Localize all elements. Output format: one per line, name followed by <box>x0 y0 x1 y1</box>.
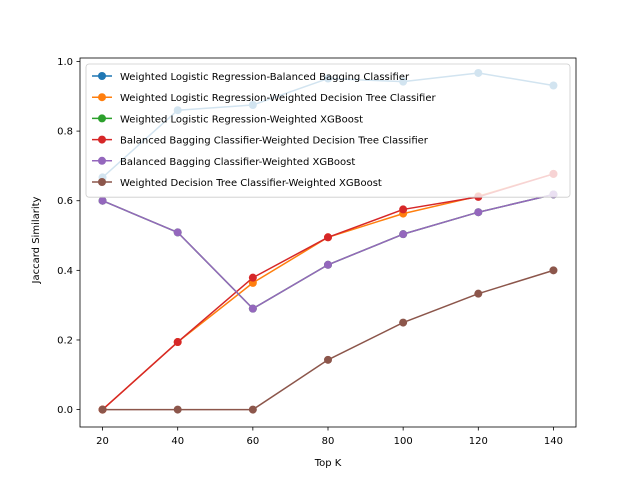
legend-marker <box>98 72 106 80</box>
data-point <box>474 208 483 217</box>
y-tick-label: 1.0 <box>57 57 73 68</box>
data-point <box>549 266 558 275</box>
legend-entry: Balanced Bagging Classifier-Weighted XGB… <box>92 156 355 168</box>
data-point <box>399 205 408 214</box>
series-6 <box>98 266 558 414</box>
legend-marker <box>98 114 106 123</box>
data-point <box>474 289 483 298</box>
axes-layer: 20 40 60 80 100 120 140 0.0 0.2 0.4 0.6 0.8 1.0 <box>57 57 577 447</box>
legend-entry: Balanced Bagging Classifier-Weighted Dec… <box>92 135 429 147</box>
legend-label: Weighted Logistic Regression-Weighted De… <box>120 93 436 104</box>
legend-label: Weighted Logistic Regression-Balanced Ba… <box>120 72 410 83</box>
legend-box <box>85 63 571 198</box>
data-point <box>324 260 332 269</box>
data-point <box>248 304 257 313</box>
y-tick-label: 0.2 <box>57 335 73 346</box>
data-point <box>399 230 408 239</box>
data-point <box>173 228 182 237</box>
legend: Weighted Logistic Regression-Balanced Ba… <box>85 63 571 198</box>
legend-entry: Weighted Logistic Regression-Balanced Ba… <box>92 72 410 83</box>
legend-marker <box>98 93 106 102</box>
y-tick-label: 0.6 <box>57 196 73 207</box>
data-point <box>248 273 257 282</box>
data-point <box>173 405 182 414</box>
x-tick-label: 80 <box>322 436 335 447</box>
legend-entry: Weighted Logistic Regression-Weighted XG… <box>92 114 363 125</box>
legend-marker <box>98 135 106 144</box>
x-tick-label: 140 <box>544 436 563 447</box>
data-point <box>173 338 182 347</box>
legend-marker <box>98 156 106 165</box>
y-tick-label: 0.4 <box>57 266 73 277</box>
x-tick-label: 60 <box>246 436 259 447</box>
x-tick-label: 100 <box>394 436 413 447</box>
legend-entry: Weighted Decision Tree Classifier-Weight… <box>92 178 382 189</box>
data-point <box>98 196 107 205</box>
x-tick-label: 20 <box>96 436 109 447</box>
legend-label: Weighted Decision Tree Classifier-Weight… <box>120 178 382 189</box>
legend-entry: Weighted Logistic Regression-Weighted De… <box>92 93 436 104</box>
data-point <box>98 405 107 414</box>
x-axis-label: Top K <box>314 458 342 469</box>
legend-marker <box>98 178 106 186</box>
x-tick-label: 120 <box>469 436 488 447</box>
data-point <box>399 318 408 327</box>
legend-label: Balanced Bagging Classifier-Weighted Dec… <box>120 136 429 147</box>
y-axis-label: Jaccard Similarity <box>31 196 42 284</box>
data-point <box>324 233 332 242</box>
data-point <box>248 405 257 414</box>
data-point <box>324 355 332 364</box>
x-tick-label: 40 <box>171 436 184 447</box>
y-tick-label: 0.8 <box>57 127 73 138</box>
y-tick-label: 0.0 <box>57 405 73 416</box>
legend-label: Weighted Logistic Regression-Weighted XG… <box>120 114 363 125</box>
legend-label: Balanced Bagging Classifier-Weighted XGB… <box>120 157 355 168</box>
